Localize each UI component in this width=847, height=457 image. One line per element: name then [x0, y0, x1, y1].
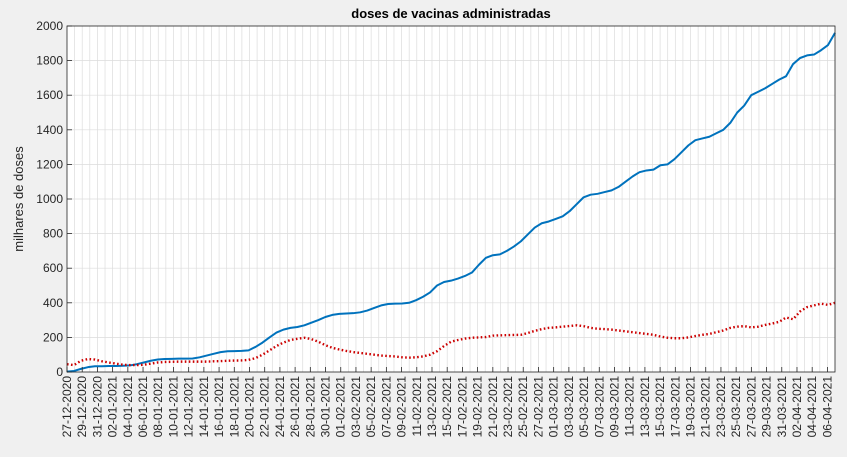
y-tick-label: 1400	[36, 123, 63, 137]
x-tick-label: 29-03-2021	[760, 376, 774, 438]
x-tick-label: 10-01-2021	[166, 376, 180, 438]
x-tick-label: 29-12-2020	[75, 376, 89, 438]
chart-title: doses de vacinas administradas	[351, 6, 550, 21]
y-tick-label: 800	[43, 227, 63, 241]
x-tick-label: 28-01-2021	[303, 376, 317, 438]
y-tick-label: 600	[43, 261, 63, 275]
x-tick-label: 04-01-2021	[121, 376, 135, 438]
y-tick-label: 1200	[36, 157, 63, 171]
x-tick-label: 19-02-2021	[471, 376, 485, 438]
x-tick-label: 20-01-2021	[242, 376, 256, 438]
x-tick-label: 02-04-2021	[790, 376, 804, 438]
x-tick-label: 02-01-2021	[106, 376, 120, 438]
x-tick-label: 26-01-2021	[288, 376, 302, 438]
x-tick-label: 22-01-2021	[258, 376, 272, 438]
x-tick-label: 07-03-2021	[592, 376, 606, 438]
x-tick-label: 11-03-2021	[623, 376, 637, 437]
x-tick-label: 06-01-2021	[136, 376, 150, 438]
x-tick-label: 06-04-2021	[820, 376, 834, 438]
x-tick-label: 17-02-2021	[455, 376, 469, 438]
x-tick-label: 09-03-2021	[607, 376, 621, 438]
x-tick-label: 16-01-2021	[212, 376, 226, 438]
x-tick-label: 15-03-2021	[653, 376, 667, 438]
x-tick-label: 13-02-2021	[425, 376, 439, 438]
x-tick-label: 27-03-2021	[744, 376, 758, 438]
x-tick-label: 07-02-2021	[379, 376, 393, 438]
x-tick-label: 17-03-2021	[668, 376, 682, 438]
x-tick-label: 03-03-2021	[562, 376, 576, 438]
y-tick-label: 400	[43, 296, 63, 310]
x-tick-label: 09-02-2021	[395, 376, 409, 438]
x-tick-label: 30-01-2021	[319, 376, 333, 438]
y-tick-label: 1000	[36, 192, 63, 206]
x-tick-label: 21-03-2021	[699, 376, 713, 438]
x-tick-label: 03-02-2021	[349, 376, 363, 438]
series-line-2	[66, 301, 836, 367]
x-tick-label: 21-02-2021	[486, 376, 500, 438]
x-tick-label: 14-01-2021	[197, 376, 211, 438]
x-tick-label: 15-02-2021	[440, 376, 454, 438]
x-tick-label: 25-03-2021	[729, 376, 743, 438]
y-axis-ticks: 0 200 400 600 800 1000 1200 1400 1600 1800 2000	[36, 19, 72, 379]
x-tick-label: 05-02-2021	[364, 376, 378, 438]
series-layer	[66, 32, 836, 373]
y-tick-label: 2000	[36, 19, 63, 33]
x-tick-label: 25-02-2021	[516, 376, 530, 438]
x-tick-label: 18-01-2021	[227, 376, 241, 438]
x-tick-label: 13-03-2021	[638, 376, 652, 438]
x-tick-label: 12-01-2021	[182, 376, 196, 438]
y-tick-label: 0	[56, 365, 63, 379]
y-tick-label: 1800	[36, 54, 63, 68]
x-tick-label: 08-01-2021	[151, 376, 165, 438]
x-tick-label: 04-04-2021	[805, 376, 819, 438]
x-tick-label: 23-03-2021	[714, 376, 728, 438]
x-tick-label: 11-02-2021	[410, 376, 424, 437]
x-tick-label: 01-02-2021	[334, 376, 348, 438]
x-tick-label: 05-03-2021	[577, 376, 591, 438]
x-tick-label: 23-02-2021	[501, 376, 515, 438]
x-tick-label: 01-03-2021	[547, 376, 561, 438]
x-tick-label: 19-03-2021	[684, 376, 698, 438]
x-tick-label: 27-12-2020	[60, 376, 74, 438]
y-tick-label: 200	[43, 330, 63, 344]
x-tick-label: 31-03-2021	[775, 376, 789, 438]
x-tick-label: 24-01-2021	[273, 376, 287, 438]
x-axis-ticks: 27-12-2020 29-12-2020 31-12-2020 02-01-2021…	[60, 367, 834, 437]
x-tick-label: 27-02-2021	[531, 376, 545, 438]
y-tick-label: 1600	[36, 88, 63, 102]
series-line-1	[66, 32, 836, 373]
y-axis-label: milhares de doses	[11, 146, 26, 252]
x-tick-label: 31-12-2020	[90, 376, 104, 438]
